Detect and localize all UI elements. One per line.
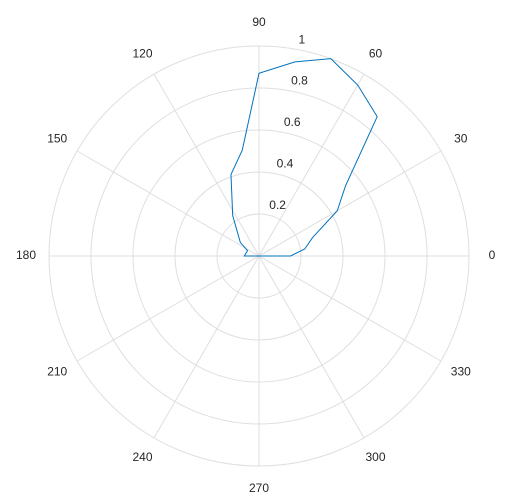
grid-circle [132, 129, 386, 383]
theta-tick-label: 240 [132, 450, 152, 464]
grid-circle [90, 87, 428, 425]
r-tick-label: 0.4 [277, 156, 294, 170]
theta-tick-label: 330 [451, 365, 471, 379]
spoke [258, 255, 442, 362]
spoke [258, 255, 365, 439]
spoke [76, 150, 260, 257]
theta-tick-label: 30 [454, 132, 468, 146]
r-tick-label: 0.2 [269, 198, 286, 212]
r-tick-label: 1 [298, 32, 305, 46]
theta-tick-label: 180 [16, 248, 36, 262]
r-tick-label: 0.6 [284, 115, 301, 129]
spoke [76, 255, 260, 362]
theta-tick-label: 210 [47, 365, 67, 379]
grid-circle [48, 45, 470, 467]
theta-tick-label: 60 [369, 46, 383, 60]
theta-tick-label: 270 [249, 481, 269, 495]
theta-tick-label: 90 [252, 15, 266, 29]
theta-tick-label: 150 [47, 132, 67, 146]
grid-circle [174, 171, 344, 341]
theta-tick-label: 300 [365, 450, 385, 464]
spoke [153, 255, 260, 439]
r-tick-label: 0.8 [291, 74, 308, 88]
data-line [230, 58, 378, 257]
spoke [153, 73, 260, 257]
theta-tick-label: 120 [132, 46, 152, 60]
grid-circle [216, 213, 302, 299]
theta-tick-label: 0 [489, 248, 496, 262]
spoke [258, 150, 442, 257]
spoke [258, 73, 365, 257]
